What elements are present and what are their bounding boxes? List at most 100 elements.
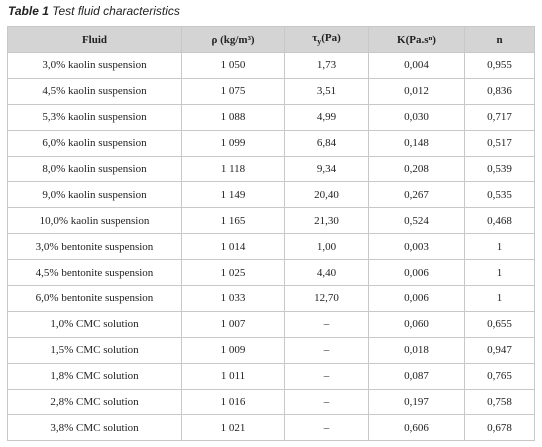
table-cell: 0,148: [368, 129, 465, 157]
table-cell: 4,5% kaolin suspension: [7, 77, 182, 105]
table-cell: 0,003: [368, 233, 465, 261]
table-cell: 3,0% kaolin suspension: [7, 52, 182, 79]
table-cell: 4,99: [284, 103, 369, 131]
table-cell: 0,717: [464, 103, 535, 131]
table-cell: 1,8% CMC solution: [7, 362, 182, 390]
table-row: 9,0% kaolin suspension 1 149 20,40 0,267 0,5…: [7, 181, 535, 209]
header-unit: (Pa): [321, 32, 341, 45]
table-cell: 1 149: [181, 181, 285, 209]
column-header: K(Pa.sⁿ): [368, 26, 465, 53]
column-header: Fluid: [7, 26, 182, 53]
fluid-table: Fluid ρ (kg/m³) τy(Pa) K(Pa.sⁿ) n 3,0% kaoli…: [7, 26, 535, 442]
table-cell: 20,40: [284, 181, 369, 209]
table-cell: –: [284, 414, 369, 442]
table-cell: 5,3% kaolin suspension: [7, 103, 182, 131]
table-cell: –: [284, 336, 369, 364]
table-cell: 8,0% kaolin suspension: [7, 155, 182, 183]
table-cell: 0,030: [368, 103, 465, 131]
table-cell: 0,208: [368, 155, 465, 183]
table-cell: 3,0% bentonite suspension: [7, 233, 182, 261]
table-cell: 1,5% CMC solution: [7, 336, 182, 364]
table-cell: 4,40: [284, 259, 369, 287]
table-row: 8,0% kaolin suspension 1 118 9,34 0,208 0,53…: [7, 155, 535, 183]
table-cell: 1,0% CMC solution: [7, 310, 182, 338]
table-cell: 6,0% bentonite suspension: [7, 285, 182, 312]
table-cell: –: [284, 388, 369, 416]
column-header: τy(Pa): [284, 26, 369, 53]
table-cell: 1 016: [181, 388, 285, 416]
table-cell: 1 021: [181, 414, 285, 442]
table-cell: 1,73: [284, 52, 369, 79]
table-cell: 6,0% kaolin suspension: [7, 129, 182, 157]
table-cell: 1 075: [181, 77, 285, 105]
table-row: 6,0% bentonite suspension 1 033 12,70 0,006…: [7, 285, 535, 312]
table-cell: 0,517: [464, 129, 535, 157]
table-cell: 1: [464, 259, 535, 287]
table-cell: 0,836: [464, 77, 535, 105]
table-cell: 3,8% CMC solution: [7, 414, 182, 442]
table-cell: 0,758: [464, 388, 535, 416]
table-cell: 1: [464, 285, 535, 312]
header-subscript: y: [317, 37, 322, 47]
table-cell: 0,606: [368, 414, 465, 442]
table-row: 10,0% kaolin suspension 1 165 21,30 0,524 0,…: [7, 207, 535, 235]
table-cell: 0,012: [368, 77, 465, 105]
table-cell: 6,84: [284, 129, 369, 157]
table-row: 4,5% bentonite suspension 1 025 4,40 0,006 1: [7, 259, 535, 287]
table-row: 5,3% kaolin suspension 1 088 4,99 0,030 0,71…: [7, 103, 535, 131]
table-cell: 1,00: [284, 233, 369, 261]
table-cell: 12,70: [284, 285, 369, 312]
table-cell: 0,267: [368, 181, 465, 209]
table-row: 1,8% CMC solution 1 011–0,087 0,765: [7, 362, 535, 390]
header-row: Fluid ρ (kg/m³) τy(Pa) K(Pa.sⁿ) n: [7, 26, 535, 53]
table-cell: 0,524: [368, 207, 465, 235]
table-title: Table 1 Test fluid characteristics: [8, 4, 180, 18]
table-cell: 10,0% kaolin suspension: [7, 207, 182, 235]
table-cell: 1 033: [181, 285, 285, 312]
table-body: 3,0% kaolin suspension 1 050 1,73 0,004 0,95…: [7, 52, 535, 442]
table-cell: 1 099: [181, 129, 285, 157]
table-cell: 0,004: [368, 52, 465, 79]
table-cell: 2,8% CMC solution: [7, 388, 182, 416]
table-cell: 1 011: [181, 362, 285, 390]
table-row: 2,8% CMC solution 1 016–0,197 0,758: [7, 388, 535, 416]
table-cell: –: [284, 310, 369, 338]
table-cell: 21,30: [284, 207, 369, 235]
table-cell: 0,197: [368, 388, 465, 416]
table-cell: 1 025: [181, 259, 285, 287]
table-row: 1,5% CMC solution 1 009–0,018 0,947: [7, 336, 535, 364]
table-row: 6,0% kaolin suspension 1 099 6,84 0,148 0,51…: [7, 129, 535, 157]
table-row: 3,0% bentonite suspension 1 014 1,00 0,003 1: [7, 233, 535, 261]
table-cell: 0,947: [464, 336, 535, 364]
table-cell: 0,006: [368, 259, 465, 287]
table-cell: 0,468: [464, 207, 535, 235]
table-row: 3,0% kaolin suspension 1 050 1,73 0,004 0,95…: [7, 52, 535, 79]
column-header: ρ (kg/m³): [181, 26, 285, 53]
table-row: 1,0% CMC solution 1 007–0,060 0,655: [7, 310, 535, 338]
table-cell: 0,655: [464, 310, 535, 338]
table-row: 4,5% kaolin suspension 1 075 3,51 0,012 0,83…: [7, 77, 535, 105]
table-cell: 0,678: [464, 414, 535, 442]
table-cell: 1 009: [181, 336, 285, 364]
table-cell: 1 050: [181, 52, 285, 79]
table-cell: 0,006: [368, 285, 465, 312]
table-cell: 1 088: [181, 103, 285, 131]
table-label: Table 1: [8, 4, 49, 18]
table-cell: 0,539: [464, 155, 535, 183]
table-cell: 1: [464, 233, 535, 261]
table-cell: –: [284, 362, 369, 390]
table-cell: 4,5% bentonite suspension: [7, 259, 182, 287]
table-cell: 9,0% kaolin suspension: [7, 181, 182, 209]
table-cell: 0,087: [368, 362, 465, 390]
table-cell: 0,535: [464, 181, 535, 209]
column-header: n: [464, 26, 535, 53]
table-cell: 1 165: [181, 207, 285, 235]
table-cell: 1 118: [181, 155, 285, 183]
table-cell: 0,765: [464, 362, 535, 390]
table-cell: 0,018: [368, 336, 465, 364]
table-cell: 0,060: [368, 310, 465, 338]
table-caption: Test fluid characteristics: [52, 4, 180, 18]
table-cell: 9,34: [284, 155, 369, 183]
header-symbol: τ: [312, 32, 318, 45]
